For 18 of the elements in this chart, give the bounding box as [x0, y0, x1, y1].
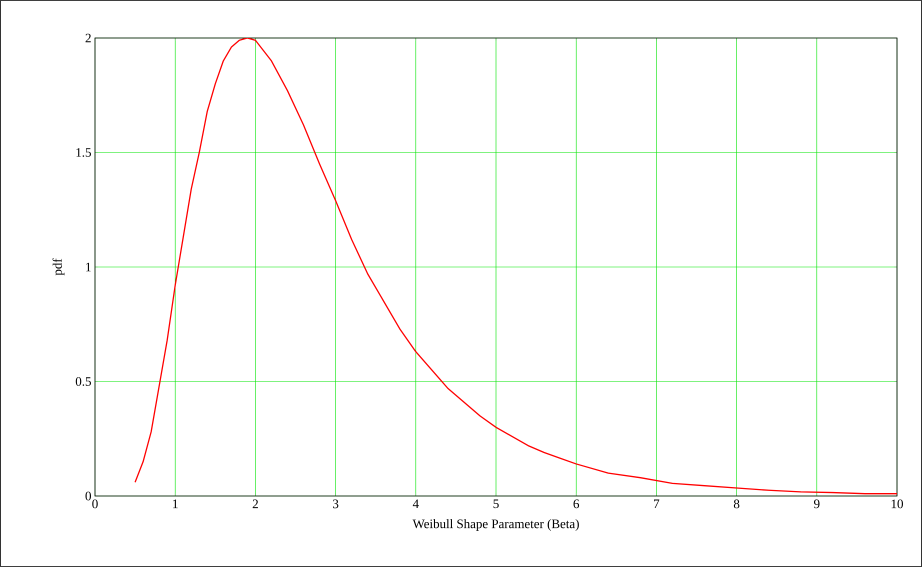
x-tick-label: 0	[92, 500, 98, 508]
x-tick-label: 7	[654, 500, 660, 508]
y-tick-label: 2	[86, 34, 91, 42]
x-tick-label: 1	[173, 500, 178, 508]
x-tick-label: 9	[814, 500, 820, 508]
y-axis-title: pdf	[52, 258, 64, 276]
y-tick-label: 0.5	[76, 377, 91, 386]
x-tick-label: 6	[574, 500, 580, 508]
x-tick-label: 10	[892, 500, 903, 508]
y-tick-label: 1	[86, 262, 91, 272]
y-tick-label: 0	[86, 492, 91, 500]
x-axis-title: Weibull Shape Parameter (Beta)	[412, 519, 579, 531]
x-tick-label: 2	[252, 500, 258, 508]
x-tick-label: 3	[332, 500, 338, 508]
x-tick-label: 5	[494, 500, 499, 508]
x-tick-label: 4	[412, 500, 419, 508]
y-tick-label: 1.5	[76, 148, 91, 157]
x-tick-label: 8	[734, 500, 740, 508]
